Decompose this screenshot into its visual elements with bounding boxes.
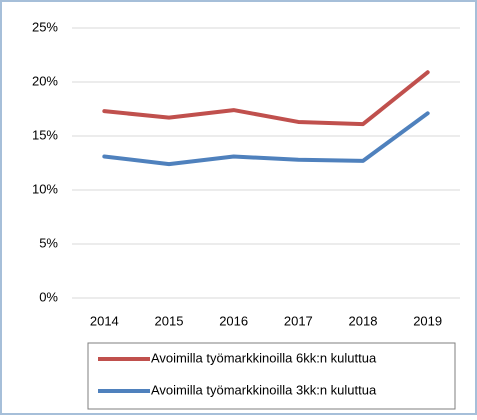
- x-tick-label: 2017: [284, 313, 313, 328]
- y-tick-label: 10%: [32, 181, 58, 196]
- y-tick-label: 5%: [39, 235, 58, 250]
- legend-label: Avoimilla työmarkkinoilla 3kk:n kuluttua: [151, 382, 377, 397]
- series-line: [102, 111, 430, 167]
- y-tick-label: 0%: [39, 289, 58, 304]
- legend-box: [87, 342, 456, 410]
- y-tick-label: 15%: [32, 127, 58, 142]
- series-line: [102, 70, 430, 127]
- x-tick-label: 2016: [219, 313, 248, 328]
- legend-label: Avoimilla työmarkkinoilla 6kk:n kuluttua: [151, 350, 377, 365]
- x-tick-label: 2018: [349, 313, 378, 328]
- y-tick-label: 20%: [32, 73, 58, 88]
- x-tick-label: 2014: [90, 313, 119, 328]
- x-tick-label: 2015: [155, 313, 184, 328]
- y-tick-label: 25%: [32, 19, 58, 34]
- x-tick-label: 2019: [413, 313, 442, 328]
